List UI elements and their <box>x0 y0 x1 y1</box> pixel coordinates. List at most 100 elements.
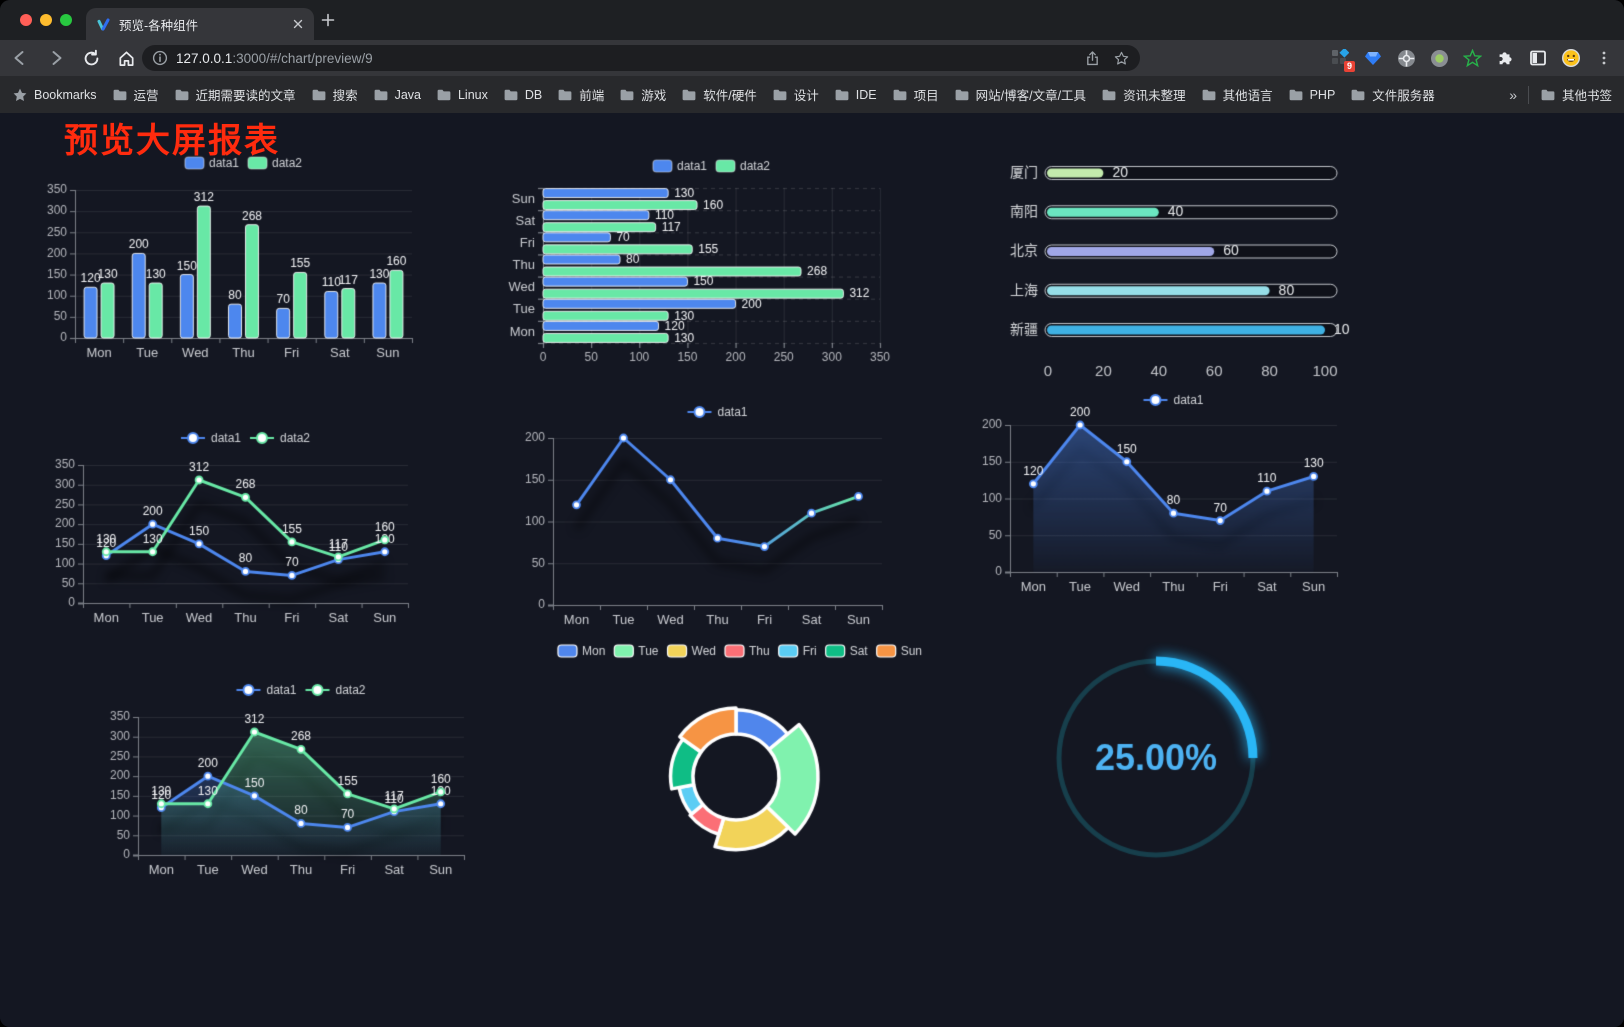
other-bookmarks-folder[interactable]: 其他书签 <box>1540 85 1612 104</box>
area-line-chart <box>970 390 1350 610</box>
other-bookmarks-label: 其他书签 <box>1561 89 1612 103</box>
home-button[interactable] <box>117 49 136 68</box>
bookmarks-root-label: Bookmarks <box>34 87 97 102</box>
browser-tab[interactable]: 预览-各种组件 <box>86 8 314 40</box>
folder-icon <box>1102 89 1116 100</box>
folder-icon <box>1202 89 1215 100</box>
bookmark-folder-label: 网站/博客/文章/工具 <box>975 89 1087 103</box>
url-text: 127.0.0.1:3000/#/chart/preview/9 <box>176 51 1084 66</box>
horizontal-bar-chart-canvas[interactable] <box>505 152 895 370</box>
url-host: 127.0.0.1 <box>176 50 233 66</box>
ext-emoji-icon[interactable] <box>1561 48 1581 68</box>
tab-close-icon[interactable] <box>292 18 304 30</box>
folder-icon <box>374 89 387 100</box>
address-bar[interactable]: 127.0.0.1:3000/#/chart/preview/9 <box>142 45 1140 71</box>
browser-menu-icon[interactable] <box>1594 48 1614 68</box>
folder-icon <box>175 89 188 100</box>
bookmark-folder[interactable]: 游戏 <box>619 85 666 104</box>
folder-icon <box>1541 89 1555 100</box>
bookmark-folder-label: 前端 <box>579 89 605 103</box>
bookmark-folder-label: 搜索 <box>332 89 358 103</box>
bookmark-folder[interactable]: 前端 <box>557 85 604 104</box>
folder-icon <box>504 89 518 100</box>
bookmark-folder[interactable]: 近期需要读的文章 <box>174 85 296 104</box>
rose-donut-chart <box>530 631 950 899</box>
zoom-window-button[interactable] <box>60 14 72 26</box>
bookmark-folder[interactable]: Java <box>373 87 421 103</box>
side-panel-icon[interactable] <box>1528 48 1548 68</box>
bookmark-folder[interactable]: 资讯未整理 <box>1101 85 1186 104</box>
folder-icon <box>437 89 451 100</box>
folder-icon <box>835 89 849 100</box>
page-info-icon[interactable] <box>152 50 168 66</box>
folder-icon <box>312 89 325 100</box>
horizontal-bar-chart <box>505 152 895 370</box>
page-content: 预览大屏报表 <box>0 113 1624 1027</box>
grouped-bar-chart-canvas[interactable] <box>40 150 460 365</box>
grouped-bar-chart <box>40 150 460 365</box>
folder-icon <box>773 89 787 100</box>
bookmark-folder[interactable]: 搜索 <box>311 85 358 104</box>
folder-icon <box>682 89 696 100</box>
gradient-line-chart <box>505 400 895 628</box>
bookmark-folder[interactable]: 软件/硬件 <box>681 85 757 104</box>
bookmark-folder[interactable]: PHP <box>1288 87 1336 103</box>
bookmarks-overflow-button[interactable]: » <box>1509 86 1517 103</box>
progress-gauge-canvas[interactable] <box>1040 640 1275 880</box>
bookmark-folder-label: 资讯未整理 <box>1123 89 1186 103</box>
ext-recorder-icon[interactable] <box>1429 48 1449 68</box>
folder-icon <box>1289 89 1302 100</box>
two-series-area-chart <box>105 675 525 893</box>
ext-star-icon[interactable] <box>1462 48 1482 68</box>
bookmark-folder-label: Linux <box>457 87 488 102</box>
extensions-puzzle-icon[interactable] <box>1495 48 1515 68</box>
minimize-window-button[interactable] <box>40 14 52 26</box>
area-line-chart-canvas[interactable] <box>970 390 1350 610</box>
rose-donut-chart-canvas[interactable] <box>530 631 950 899</box>
two-series-line-chart-canvas[interactable] <box>50 425 465 640</box>
folder-icon <box>558 89 572 100</box>
bookmark-folder-label: IDE <box>855 87 877 102</box>
tab-title: 预览-各种组件 <box>119 18 199 33</box>
forward-button[interactable] <box>46 48 66 68</box>
reload-button[interactable] <box>82 49 101 68</box>
bookmark-folder[interactable]: 设计 <box>772 85 819 104</box>
share-icon[interactable] <box>1084 50 1101 67</box>
folder-icon <box>1351 89 1365 100</box>
browser-toolbar: 127.0.0.1:3000/#/chart/preview/9 9 <box>0 40 1624 76</box>
bookmark-folder-label: 游戏 <box>641 89 667 103</box>
ext-wheel-icon[interactable] <box>1396 48 1416 68</box>
bookmark-folder[interactable]: 其他语言 <box>1201 85 1273 104</box>
bookmark-folder[interactable]: 文件服务器 <box>1350 85 1435 104</box>
bookmark-folder[interactable]: DB <box>503 87 542 103</box>
capsule-bar-chart-canvas[interactable] <box>1000 160 1350 388</box>
bookmark-folder-label: DB <box>524 87 543 102</box>
new-tab-button[interactable] <box>320 12 336 28</box>
close-window-button[interactable] <box>20 14 32 26</box>
gradient-line-chart-canvas[interactable] <box>505 400 895 628</box>
bookmark-folder-label: PHP <box>1309 87 1336 102</box>
folder-icon <box>955 89 969 100</box>
bookmark-folder-label: 软件/硬件 <box>703 89 757 103</box>
folder-icon <box>113 89 126 100</box>
folder-icon <box>893 89 907 100</box>
tab-strip: 预览-各种组件 <box>0 0 1624 40</box>
bookmark-folder-label: 运营 <box>133 89 159 103</box>
bookmark-folder[interactable]: 网站/博客/文章/工具 <box>954 85 1086 104</box>
bookmarks-root[interactable]: Bookmarks <box>12 87 97 103</box>
capsule-bar-chart <box>1000 160 1350 388</box>
ext-gem-icon[interactable] <box>1363 48 1383 68</box>
star-icon <box>13 88 27 101</box>
back-button[interactable] <box>10 48 30 68</box>
bookmarks-bar: Bookmarks 运营 近期需要读的文章 搜索 Java Linux DB <box>0 76 1624 113</box>
bookmark-star-icon[interactable] <box>1113 50 1130 67</box>
bookmark-folder[interactable]: Linux <box>436 87 488 103</box>
bookmark-folder[interactable]: 项目 <box>892 85 939 104</box>
window-controls <box>20 14 72 26</box>
bookmark-folder[interactable]: IDE <box>834 87 877 103</box>
two-series-area-chart-canvas[interactable] <box>105 675 525 893</box>
ext-proxy-icon[interactable]: 9 <box>1330 48 1355 72</box>
bookmark-folder[interactable]: 运营 <box>112 85 159 104</box>
bookmark-folder-label: 文件服务器 <box>1372 89 1435 103</box>
